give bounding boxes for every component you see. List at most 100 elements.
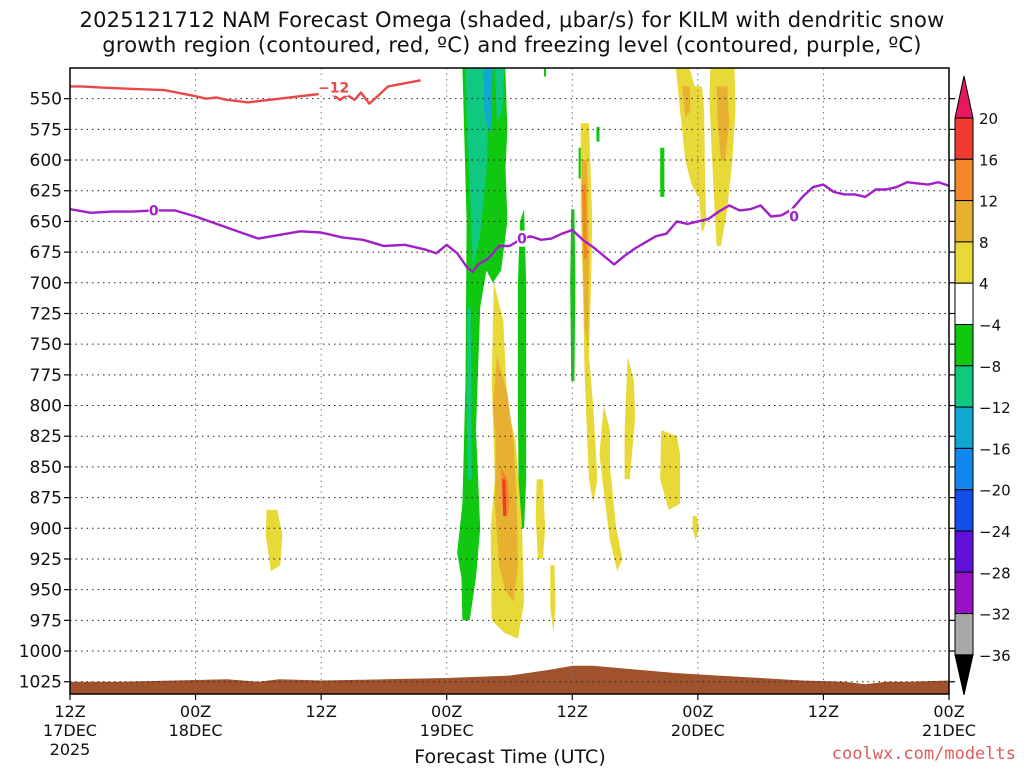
x-tick-label-3-1: 19DEC <box>420 721 474 740</box>
shaded-region-13 <box>550 565 556 633</box>
colorbar-label-4: 4 <box>979 275 989 293</box>
chart-title-line1: 2025121712 NAM Forecast Omega (shaded, μ… <box>79 8 945 32</box>
colorbar-label-9: −20 <box>979 482 1011 500</box>
colorbar-label-5: −4 <box>979 317 1001 335</box>
y-tick-label-975: 975 <box>30 611 62 631</box>
y-tick-label-875: 875 <box>30 489 62 509</box>
y-tick-label-925: 925 <box>30 550 62 570</box>
x-tick-label-4-0: 12Z <box>557 702 588 721</box>
shaded-region-1 <box>465 68 489 271</box>
contour-line-0 <box>70 79 421 105</box>
colorbar-label-0: 20 <box>979 110 998 128</box>
shaded-region-30 <box>502 479 507 516</box>
contour-label-bg-1 <box>148 202 159 219</box>
colorbar-label-1: 16 <box>979 151 998 169</box>
shaded-region-17 <box>624 356 636 480</box>
colorbar-arrow-top <box>954 75 974 119</box>
y-tick-label-950: 950 <box>30 581 62 601</box>
x-tick-label-0-1: 17DEC <box>43 721 97 740</box>
shaded-region-9 <box>596 126 600 142</box>
colorbar-swatch-10 <box>954 530 974 573</box>
y-tick-label-700: 700 <box>30 274 62 294</box>
x-tick-label-0-0: 12Z <box>54 702 85 721</box>
y-tick-label-750: 750 <box>30 335 62 355</box>
chart-title-line2: growth region (contoured, red, ºC) and f… <box>102 33 922 57</box>
colorbar-label-6: −8 <box>979 358 1001 376</box>
colorbar-label-2: 12 <box>979 193 998 211</box>
colorbar-swatch-12 <box>954 613 974 656</box>
shaded-region-16 <box>599 405 623 572</box>
contour-label-3: 0 <box>789 210 799 226</box>
contour-line-1 <box>70 181 949 273</box>
y-tick-label-775: 775 <box>30 366 62 386</box>
colorbar-swatch-11 <box>954 571 974 615</box>
contour-label-bg-0 <box>318 79 349 96</box>
colorbar-label-7: −12 <box>979 399 1011 417</box>
shaded-region-31 <box>70 665 949 694</box>
x-tick-label-2-0: 12Z <box>305 702 336 721</box>
y-tick-label-575: 575 <box>30 120 62 140</box>
y-tick-label-625: 625 <box>30 182 62 202</box>
contour-label-2: 0 <box>517 232 527 248</box>
y-tick-label-550: 550 <box>30 90 62 110</box>
shaded-region-18 <box>660 430 681 510</box>
shaded-region-29 <box>581 184 587 259</box>
y-tick-label-800: 800 <box>30 397 62 417</box>
shaded-region-22 <box>693 86 707 234</box>
x-tick-label-1-0: 00Z <box>180 702 211 721</box>
shaded-region-7 <box>544 68 547 77</box>
x-tick-label-5-0: 00Z <box>682 702 713 721</box>
x-tick-label-0-2: 2025 <box>50 740 91 759</box>
colorbar-label-8: −16 <box>979 440 1011 458</box>
colorbar-swatch-8 <box>954 447 974 491</box>
contour-label-bg-2 <box>517 230 528 247</box>
y-tick-label-1025: 1025 <box>19 673 62 693</box>
shaded-region-20 <box>692 516 699 541</box>
colorbar-arrow-bottom <box>954 654 974 696</box>
shaded-region-4 <box>488 68 508 271</box>
shaded-region-5 <box>494 68 505 124</box>
shaded-region-3 <box>466 307 472 480</box>
colorbar-swatch-0 <box>954 117 974 160</box>
y-tick-label-600: 600 <box>30 151 62 171</box>
colorbar-label-3: 8 <box>979 234 989 252</box>
contour-label-1: 0 <box>149 203 159 219</box>
plot-frame <box>69 67 950 695</box>
plot-area: −12 0 0 0 <box>70 68 949 694</box>
colorbar-swatch-2 <box>954 200 974 243</box>
x-tick-label-5-1: 20DEC <box>671 721 725 740</box>
x-tick-label-6-0: 12Z <box>808 702 839 721</box>
colorbar-swatch-9 <box>954 489 974 532</box>
contour-label-bg-3 <box>789 208 800 225</box>
y-tick-label-900: 900 <box>30 519 62 539</box>
y-tick-label-675: 675 <box>30 243 62 263</box>
colorbar-swatch-3 <box>954 241 974 284</box>
colorbar-swatch-6 <box>954 365 974 408</box>
colorbar-swatch-5 <box>954 324 974 367</box>
shaded-region-14 <box>535 479 546 559</box>
shaded-region-19 <box>265 509 283 572</box>
colorbar-swatch-4 <box>954 282 974 326</box>
y-tick-label-850: 850 <box>30 458 62 478</box>
colorbar-label-13: −36 <box>979 647 1011 665</box>
colorbar-swatch-7 <box>954 406 974 449</box>
colorbar-label-10: −24 <box>979 523 1011 541</box>
credit-text: coolwx.com/modelts <box>831 744 1016 764</box>
x-tick-label-7-0: 00Z <box>933 702 964 721</box>
colorbar-swatch-1 <box>954 158 974 202</box>
colorbar-label-12: −32 <box>979 606 1011 624</box>
x-tick-label-3-0: 00Z <box>431 702 462 721</box>
x-axis-label: Forecast Time (UTC) <box>414 746 605 768</box>
y-tick-label-725: 725 <box>30 304 62 324</box>
shaded-region-10 <box>660 147 665 197</box>
shaded-region-26 <box>716 86 730 161</box>
colorbar: 20 16 12 8 4 −4 −8 −12 −16 −20 −24 −28 −32 −36 <box>954 75 1011 696</box>
x-tick-label-1-1: 18DEC <box>169 721 223 740</box>
shaded-region-27 <box>682 86 691 118</box>
x-tick-label-7-1: 21DEC <box>922 721 976 740</box>
shaded-region-8 <box>570 209 576 381</box>
y-tick-label-825: 825 <box>30 427 62 447</box>
y-tick-label-650: 650 <box>30 212 62 232</box>
y-tick-label-1000: 1000 <box>19 642 62 662</box>
